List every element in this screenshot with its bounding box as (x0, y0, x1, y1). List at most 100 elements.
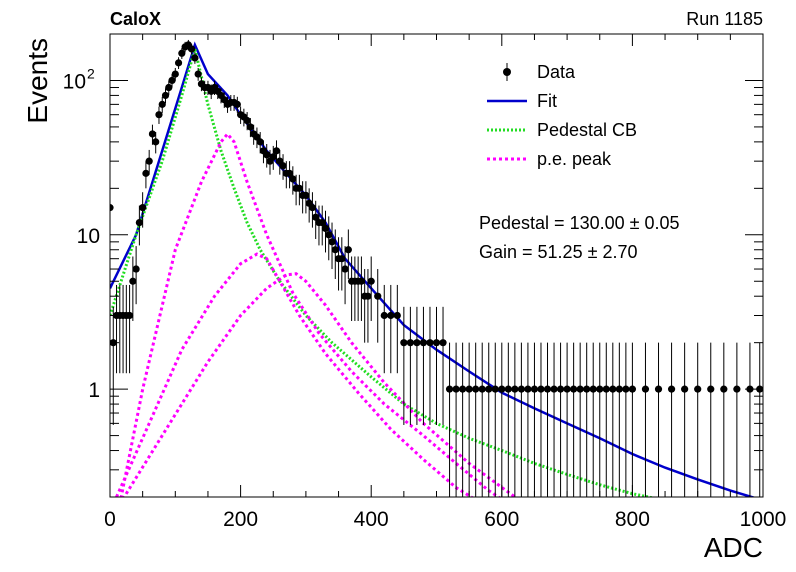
data-point (331, 229, 339, 279)
data-point (576, 342, 584, 497)
data-point (756, 342, 763, 497)
data-point (641, 342, 650, 497)
data-point (426, 306, 434, 425)
data-point (110, 306, 117, 425)
data-point (129, 256, 137, 321)
run-label: Run 1185 (686, 9, 763, 29)
data-point (537, 342, 545, 497)
data-point (707, 342, 715, 497)
legend-item-points: Data (503, 62, 576, 82)
data-point (119, 284, 127, 374)
data-point (168, 74, 176, 88)
data-point (387, 284, 395, 374)
y-tick-label: 10 (63, 70, 86, 93)
pe-peak-curve-5 (122, 272, 518, 497)
data-point (439, 306, 447, 425)
data-point (374, 269, 382, 343)
fit-curve (110, 41, 757, 497)
plot-frame (109, 33, 764, 498)
data-point (135, 205, 143, 246)
data-point (152, 132, 160, 154)
legend-item-ped: Pedestal CB (487, 120, 637, 140)
data-point (263, 144, 271, 168)
data-point (357, 256, 366, 321)
data-point (491, 342, 499, 497)
data-point (308, 192, 317, 228)
data-point (165, 80, 173, 95)
y-tick-label: 1 (88, 379, 100, 402)
data-point (312, 200, 320, 239)
data-point (419, 306, 428, 425)
data-point (413, 306, 421, 425)
data-point (400, 306, 408, 425)
data-point (178, 48, 186, 59)
data-point (615, 342, 623, 497)
data-point (380, 284, 388, 374)
pe-peak-curve-4 (115, 252, 475, 497)
data-point (145, 149, 153, 175)
data-point (694, 342, 702, 497)
data-point (161, 88, 170, 104)
data-point (112, 284, 121, 374)
data-point (746, 342, 754, 497)
data-point (142, 161, 150, 189)
data-point (279, 154, 287, 180)
data-point (733, 342, 741, 497)
data-point (485, 342, 493, 497)
data-point (589, 342, 597, 497)
data-point (122, 284, 130, 374)
data-point (432, 306, 441, 425)
pe-peak-curve-3 (119, 131, 502, 497)
data-point (272, 140, 281, 164)
data-point (155, 106, 163, 124)
data-point (302, 181, 310, 214)
x-tick-label: 1000 (740, 508, 787, 531)
data-point (445, 342, 454, 497)
data-point (289, 166, 297, 195)
data-point (194, 67, 202, 81)
legend-label: Fit (537, 91, 557, 111)
data-point (132, 246, 140, 305)
data-point (602, 342, 610, 497)
data-point (472, 342, 480, 497)
data-point (622, 342, 630, 497)
data-point (110, 192, 114, 228)
x-axis-ticks: 0 200 400 600 800 1000 (104, 34, 786, 531)
x-tick-label: 400 (354, 508, 389, 531)
x-tick-label: 800 (615, 508, 650, 531)
data-point (609, 342, 617, 497)
data-point (334, 237, 343, 291)
data-point (517, 342, 525, 497)
data-point (681, 342, 689, 497)
data-point (556, 342, 565, 497)
data-point (338, 237, 346, 291)
legend-label: Pedestal CB (537, 120, 637, 140)
gain-stat: Gain = 51.25 ± 2.70 (479, 242, 638, 262)
legend-label: Data (537, 62, 576, 82)
data-point (188, 43, 196, 55)
data-point (354, 256, 362, 321)
x-tick-label: 200 (223, 508, 258, 531)
data-point (406, 306, 414, 425)
data-point (596, 342, 604, 497)
data-point (318, 205, 326, 246)
data-point (367, 256, 375, 321)
x-tick-label: 0 (104, 508, 116, 531)
data-point (393, 284, 401, 374)
data-point (139, 192, 147, 228)
y-tick-exponent: 2 (87, 65, 95, 81)
data-point (583, 342, 591, 497)
legend: Data Fit Pedestal CB p.e. peak (487, 62, 637, 169)
data-point (654, 342, 663, 497)
data-point (720, 342, 728, 497)
data-point (174, 57, 183, 70)
data-point (158, 96, 166, 113)
data-point (563, 342, 571, 497)
data-point (171, 67, 179, 81)
experiment-label: CaloX (110, 9, 161, 29)
curves-layer (110, 41, 757, 497)
pedestal-cb-curve (110, 43, 656, 497)
